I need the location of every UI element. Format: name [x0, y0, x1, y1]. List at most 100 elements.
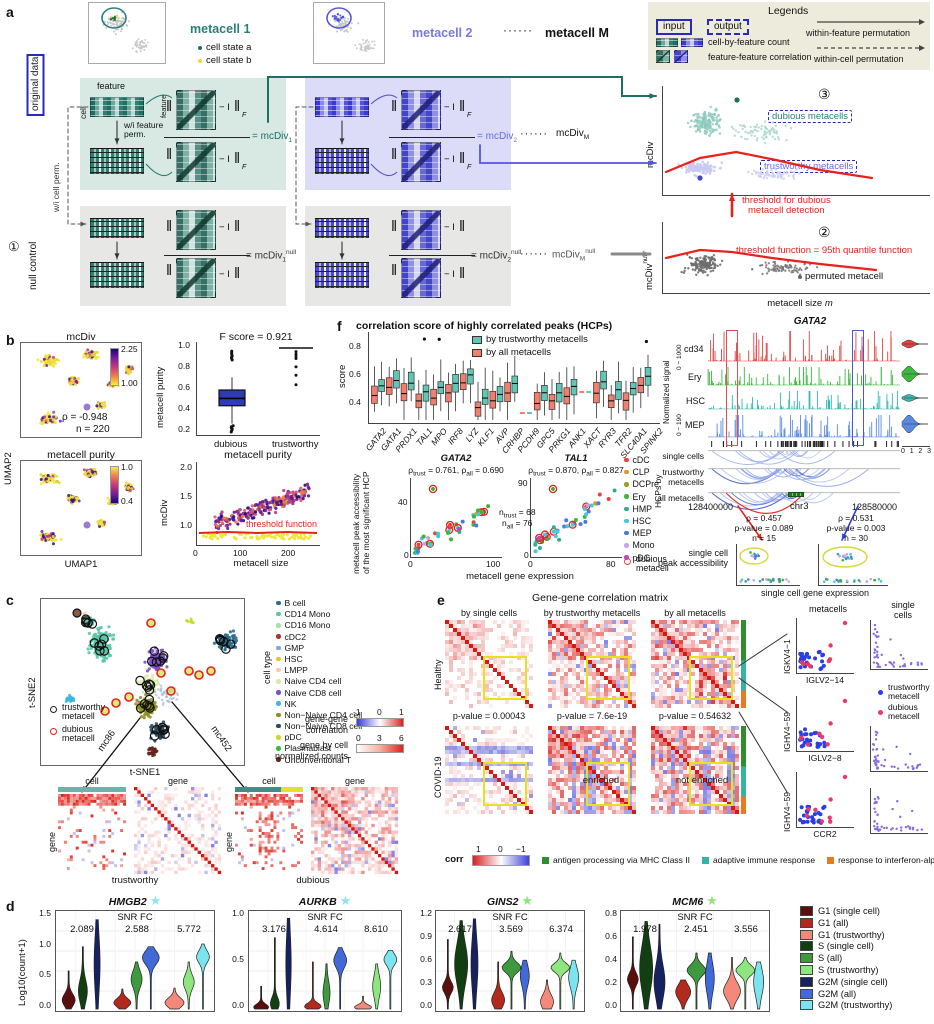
red-highlight-rect — [726, 330, 738, 446]
gg-label-1: gene-gene — [304, 714, 348, 724]
gg-label-2: correlation — [305, 725, 348, 735]
arc-row-label-3: all metacells — [657, 493, 704, 503]
scatter-threshold-label: threshold function — [246, 519, 318, 529]
snr-val: 2.089 — [70, 924, 94, 935]
heat1-genegene — [134, 787, 222, 875]
heat1-gene-label: gene — [47, 831, 57, 852]
gbc-label-1: gene by cell — [299, 740, 348, 750]
violin-axis — [902, 446, 930, 447]
celltype-dot — [624, 506, 629, 511]
f-scatter-xlabel: metacell gene expression — [466, 571, 574, 582]
ytick: 1.2 — [420, 908, 432, 918]
stat-blue-n: n = 30 — [844, 533, 868, 543]
pair2-ylabel: IGHV4−59 — [782, 712, 792, 752]
null-control-label: null control — [28, 241, 39, 290]
c-legend-dubious-2: metacell — [62, 733, 95, 743]
heat2-caption: dubious — [296, 875, 330, 886]
go-term-swatch — [827, 856, 835, 864]
go-strip-covid — [741, 726, 746, 814]
celltype-label: Unconventional T — [284, 754, 352, 765]
celltype-dot — [276, 623, 281, 628]
legend-within-cell: within-cell permutation — [814, 54, 904, 64]
d-violins-2 — [249, 911, 401, 1011]
score-ylabel: score — [337, 364, 348, 388]
go-term-label: response to interferon-alpha — [838, 855, 934, 865]
gata2-scatter — [410, 478, 502, 558]
threshold-note-1: threshold for dubious — [742, 195, 831, 206]
celltype-dot — [276, 712, 281, 718]
celltype-label: HSC — [284, 653, 303, 664]
gg-colorbar — [356, 718, 404, 727]
e-col-header-3: by all metacells — [664, 608, 726, 618]
arc-row-label-2: trustworthy metacells — [662, 467, 704, 487]
step-2-badge: ② — [818, 224, 831, 240]
e-row-header-covid: COVID-19 — [433, 756, 443, 798]
tal1-scatter — [530, 478, 622, 558]
celltype-dot — [624, 530, 629, 536]
tick: 0 — [901, 448, 905, 455]
gata2-xtick: 100 — [486, 559, 501, 569]
null-permuted-matrix-1 — [90, 262, 144, 288]
celltype-label: CD14 Mono — [284, 609, 331, 620]
e-legend-dubious-1: dubious — [888, 702, 918, 712]
legend-corr-label: feature-feature correlation — [708, 52, 812, 62]
legend-within-feature: within-feature permutation — [806, 28, 911, 38]
e-row-header-healthy: Healthy — [433, 659, 443, 690]
panel-b-label: b — [6, 332, 15, 348]
mcdiv-colorbar-max: 2.25 — [121, 344, 138, 354]
dubious-dot-icon — [878, 710, 883, 715]
stat-blue-p: p-value = 0.003 — [826, 523, 886, 533]
go-strip-healthy — [741, 620, 746, 708]
f-dubious-1: dubious — [636, 554, 667, 564]
tal1-scatter-title: TAL1 — [564, 453, 588, 464]
snr-val: 3.176 — [262, 924, 286, 935]
wi-feature-label-1: w/i feature — [124, 120, 164, 130]
go-term-swatch — [542, 856, 549, 864]
norm-minus: − I — [444, 102, 455, 113]
heat2-cellgene — [235, 794, 303, 870]
d-plot-1 — [55, 910, 215, 1012]
tal1-ytick: 0 — [524, 550, 529, 560]
celltype-dot — [276, 690, 281, 695]
heat2-cell-bar — [235, 787, 303, 792]
d-legend: G1 (single cell) G1 (all) G1 (trustworthy)… — [800, 906, 892, 1011]
stat-red-n: n = 15 — [752, 533, 776, 543]
d-ylabel: Log10(count+1) — [17, 939, 28, 1006]
null-permuted-matrix-2 — [315, 262, 369, 288]
fscore-title: F score = 0.921 — [219, 331, 293, 343]
gata2-ytick: 40 — [398, 497, 408, 507]
gata2-scatter-points — [413, 484, 491, 555]
purity-yticks: 1.0 0.8 0.6 0.4 0.2 — [170, 340, 190, 434]
ellipsis: ······ — [520, 248, 548, 260]
mcdiv-null-ylabel: mcDivnull — [642, 253, 656, 290]
legend-count-label: cell-by-feature count — [708, 37, 790, 47]
f-celltype-legend: cDC CLP DCPre Ery HMP HSC MEP Mono pDC — [624, 455, 659, 563]
e-matrix-covid-trustworthy — [548, 726, 636, 814]
pair1-metacell-points — [798, 620, 848, 671]
d-yticks-4: 0.8 0.6 0.4 0.2 0.0 — [597, 908, 617, 1010]
pair3-single-plot — [870, 788, 928, 834]
ytick: 0.5 — [232, 954, 244, 964]
d-yticks-3: 1.2 0.9 0.6 0.3 0.0 — [412, 908, 432, 1010]
celltype-dot — [276, 645, 281, 650]
cell-state-label: cell state b — [206, 55, 252, 66]
null-fraction-line-2 — [389, 255, 475, 256]
celltype-dot — [624, 469, 629, 475]
ytick: 0.4 — [178, 403, 190, 413]
norm-sub: F — [467, 164, 472, 171]
pair2-metacell-points — [798, 698, 848, 749]
count-matrix-icon-blue — [681, 38, 703, 47]
go-term-legend: antigen processing via MHC Class II adapt… — [542, 855, 934, 865]
ytick: 0.6 — [605, 931, 617, 941]
pair3-xlabel: CCR2 — [813, 829, 837, 839]
celltype-label: pDC — [284, 732, 302, 743]
ytick: 0.0 — [39, 999, 51, 1010]
legends-title: Legends — [768, 5, 809, 17]
sc-ylabel-2: peak accessibility — [657, 558, 728, 568]
ytick: 0.8 — [178, 361, 190, 371]
xtick-0: 0 — [193, 548, 198, 558]
celltype-dot — [276, 735, 281, 740]
track-range-2: 0 − 190 — [676, 414, 683, 436]
stat-blue-rho: ρ = 0.531 — [838, 513, 874, 523]
